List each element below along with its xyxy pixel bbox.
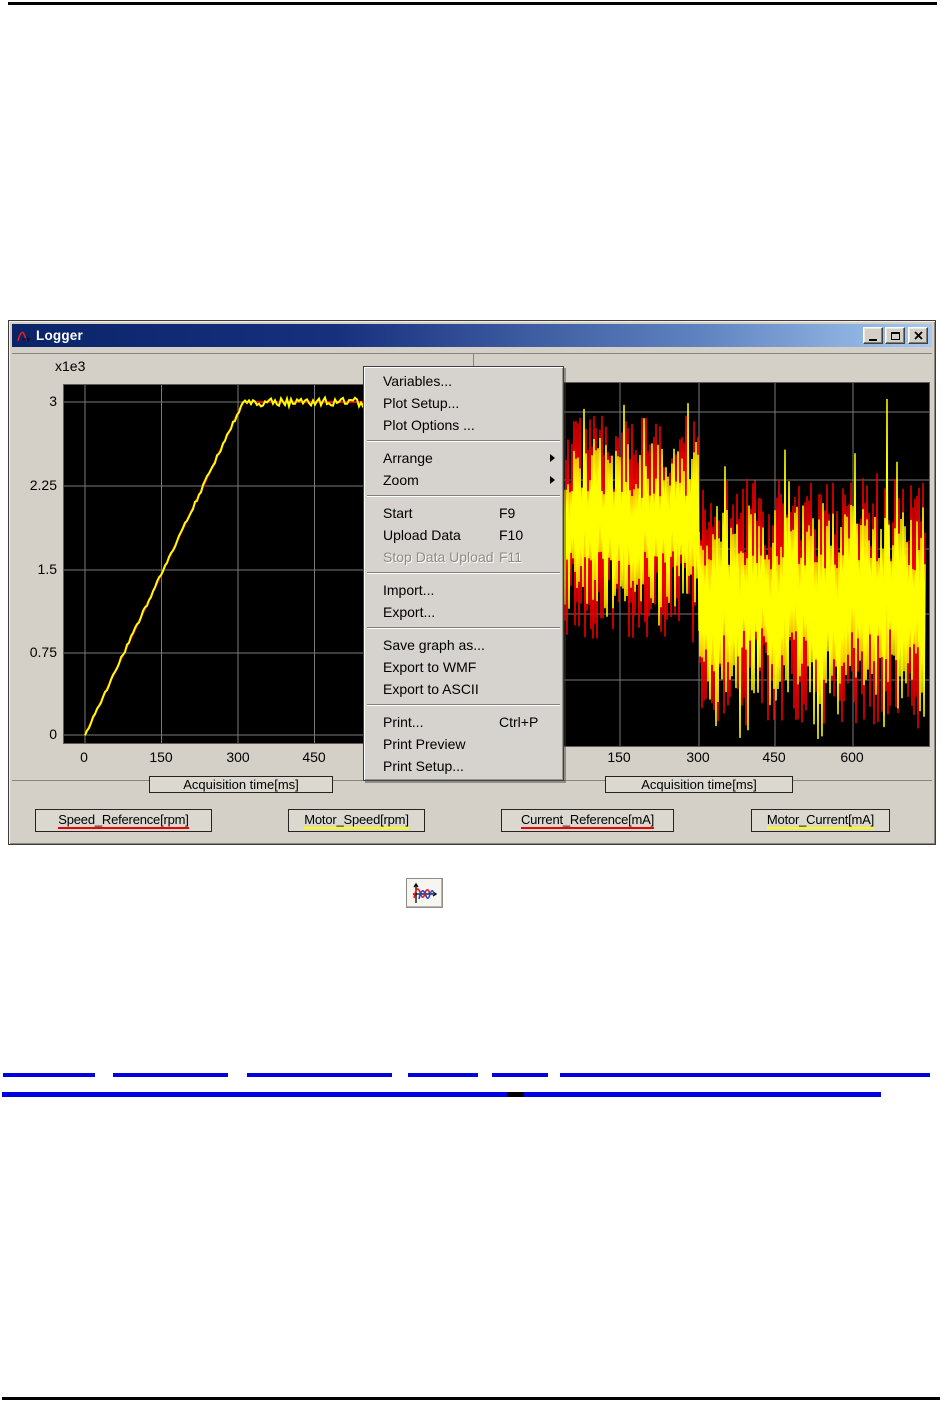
menu-item-label: Upload Data bbox=[383, 527, 461, 543]
y-tick-label: 2.25 bbox=[29, 477, 57, 493]
close-icon bbox=[913, 331, 923, 340]
logger-plot-icon bbox=[413, 882, 438, 903]
menu-item-start[interactable]: Start F9 bbox=[365, 502, 562, 524]
x-axis-label: Acquisition time[ms] bbox=[183, 777, 299, 792]
menu-item-plot-options[interactable]: Plot Options ... bbox=[365, 414, 562, 436]
app-icon bbox=[17, 331, 31, 341]
y-tick-label: 3 bbox=[49, 393, 57, 409]
minimize-icon bbox=[869, 338, 877, 341]
menu-item-label: Variables... bbox=[383, 373, 452, 389]
footer-link[interactable] bbox=[408, 1073, 478, 1077]
menu-item-label: Export to ASCII bbox=[383, 681, 479, 697]
footer-link[interactable] bbox=[247, 1073, 392, 1077]
menu-item-label: Print Setup... bbox=[383, 758, 464, 774]
y-tick-label: 1.5 bbox=[37, 561, 57, 577]
bottom-rule bbox=[2, 1397, 940, 1400]
footer-rule-segment[interactable] bbox=[524, 1092, 881, 1097]
menu-item-zoom[interactable]: Zoom bbox=[365, 469, 562, 491]
maximize-icon bbox=[890, 331, 900, 340]
menu-shortcut: Ctrl+P bbox=[499, 714, 539, 730]
menu-separator bbox=[367, 627, 560, 629]
window-title: Logger bbox=[36, 328, 83, 343]
menu-item-import[interactable]: Import... bbox=[365, 579, 562, 601]
x-tick-label: 600 bbox=[840, 749, 864, 765]
menu-item-export-to-wmf[interactable]: Export to WMF bbox=[365, 656, 562, 678]
menu-item-label: Print... bbox=[383, 714, 424, 730]
menu-item-plot-setup[interactable]: Plot Setup... bbox=[365, 392, 562, 414]
x-tick-label: 450 bbox=[302, 749, 326, 765]
menu-separator bbox=[367, 572, 560, 574]
trace-motor-current-ma bbox=[543, 398, 926, 740]
x-tick-label: 0 bbox=[80, 749, 88, 765]
menu-item-label: Zoom bbox=[383, 472, 419, 488]
menu-item-label: Export to WMF bbox=[383, 659, 477, 675]
footer-link[interactable] bbox=[113, 1073, 228, 1077]
legend-item-motor-speed-rpm[interactable]: Motor_Speed[rpm] bbox=[288, 809, 425, 832]
menu-item-label: Import... bbox=[383, 582, 435, 598]
menu-item-export-to-ascii[interactable]: Export to ASCII bbox=[365, 678, 562, 700]
menu-item-label: Plot Setup... bbox=[383, 395, 460, 411]
maximize-button[interactable] bbox=[885, 327, 905, 344]
panel-top-border bbox=[12, 353, 932, 354]
menu-item-print-preview[interactable]: Print Preview bbox=[365, 733, 562, 755]
y-axis-unit-label: x1e3 bbox=[55, 358, 86, 374]
menu-item-print-setup[interactable]: Print Setup... bbox=[365, 755, 562, 777]
footer-rule-segment[interactable] bbox=[507, 1092, 524, 1097]
logger-toolbar-button[interactable] bbox=[406, 878, 443, 908]
menu-item-stop-data-upload[interactable]: Stop Data Upload F11 bbox=[365, 546, 562, 568]
menu-item-label: Plot Options ... bbox=[383, 417, 475, 433]
x-tick-label: 300 bbox=[686, 749, 710, 765]
submenu-arrow-icon bbox=[550, 454, 555, 462]
x-axis-label-box: Acquisition time[ms] bbox=[605, 776, 793, 793]
menu-separator bbox=[367, 495, 560, 497]
legend-item-motor-current-ma[interactable]: Motor_Current[mA] bbox=[751, 809, 890, 832]
menu-item-label: Stop Data Upload bbox=[383, 549, 494, 565]
x-tick-label: 300 bbox=[226, 749, 250, 765]
menu-shortcut: F10 bbox=[499, 527, 524, 543]
menu-item-export[interactable]: Export... bbox=[365, 601, 562, 623]
footer-link[interactable] bbox=[3, 1073, 95, 1077]
x-tick-label: 450 bbox=[762, 749, 786, 765]
menu-item-print[interactable]: Print... Ctrl+P bbox=[365, 711, 562, 733]
legend-label: Current_Reference[mA] bbox=[520, 811, 655, 829]
menu-item-label: Print Preview bbox=[383, 736, 466, 752]
menu-shortcut: F9 bbox=[499, 505, 516, 521]
legend-item-speed-reference-rpm[interactable]: Speed_Reference[rpm] bbox=[35, 809, 212, 832]
submenu-arrow-icon bbox=[550, 476, 555, 484]
legend-label: Speed_Reference[rpm] bbox=[58, 811, 189, 829]
x-axis-label-box: Acquisition time[ms] bbox=[149, 776, 333, 793]
menu-item-label: Save graph as... bbox=[383, 637, 485, 653]
menu-item-label: Export... bbox=[383, 604, 436, 620]
menu-item-label: Arrange bbox=[383, 450, 433, 466]
legend-label: Motor_Speed[rpm] bbox=[304, 811, 409, 829]
menu-item-variables[interactable]: Variables... bbox=[365, 370, 562, 392]
menu-item-label: Start bbox=[383, 505, 413, 521]
menu-shortcut: F11 bbox=[499, 549, 523, 565]
legend-item-current-reference-ma[interactable]: Current_Reference[mA] bbox=[501, 809, 674, 832]
top-rule bbox=[8, 2, 937, 5]
close-button[interactable] bbox=[908, 327, 928, 344]
menu-item-upload-data[interactable]: Upload Data F10 bbox=[365, 524, 562, 546]
y-tick-label: 0 bbox=[49, 726, 57, 742]
footer-link[interactable] bbox=[492, 1073, 548, 1077]
x-tick-label: 150 bbox=[607, 749, 631, 765]
title-bar[interactable]: Logger bbox=[12, 324, 932, 347]
legend-label: Motor_Current[mA] bbox=[766, 811, 875, 829]
x-axis-label: Acquisition time[ms] bbox=[641, 777, 757, 792]
current-plot-area[interactable] bbox=[537, 382, 930, 747]
context-menu: Variables... Plot Setup... Plot Options ..… bbox=[363, 366, 564, 781]
footer-rule-segment[interactable] bbox=[2, 1092, 507, 1097]
minimize-button[interactable] bbox=[863, 327, 883, 344]
menu-item-arrange[interactable]: Arrange bbox=[365, 447, 562, 469]
footer-link[interactable] bbox=[560, 1073, 930, 1077]
y-tick-label: 0.75 bbox=[29, 644, 57, 660]
menu-separator bbox=[367, 704, 560, 706]
x-tick-label: 150 bbox=[149, 749, 173, 765]
menu-separator bbox=[367, 440, 560, 442]
menu-item-save-graph-as[interactable]: Save graph as... bbox=[365, 634, 562, 656]
